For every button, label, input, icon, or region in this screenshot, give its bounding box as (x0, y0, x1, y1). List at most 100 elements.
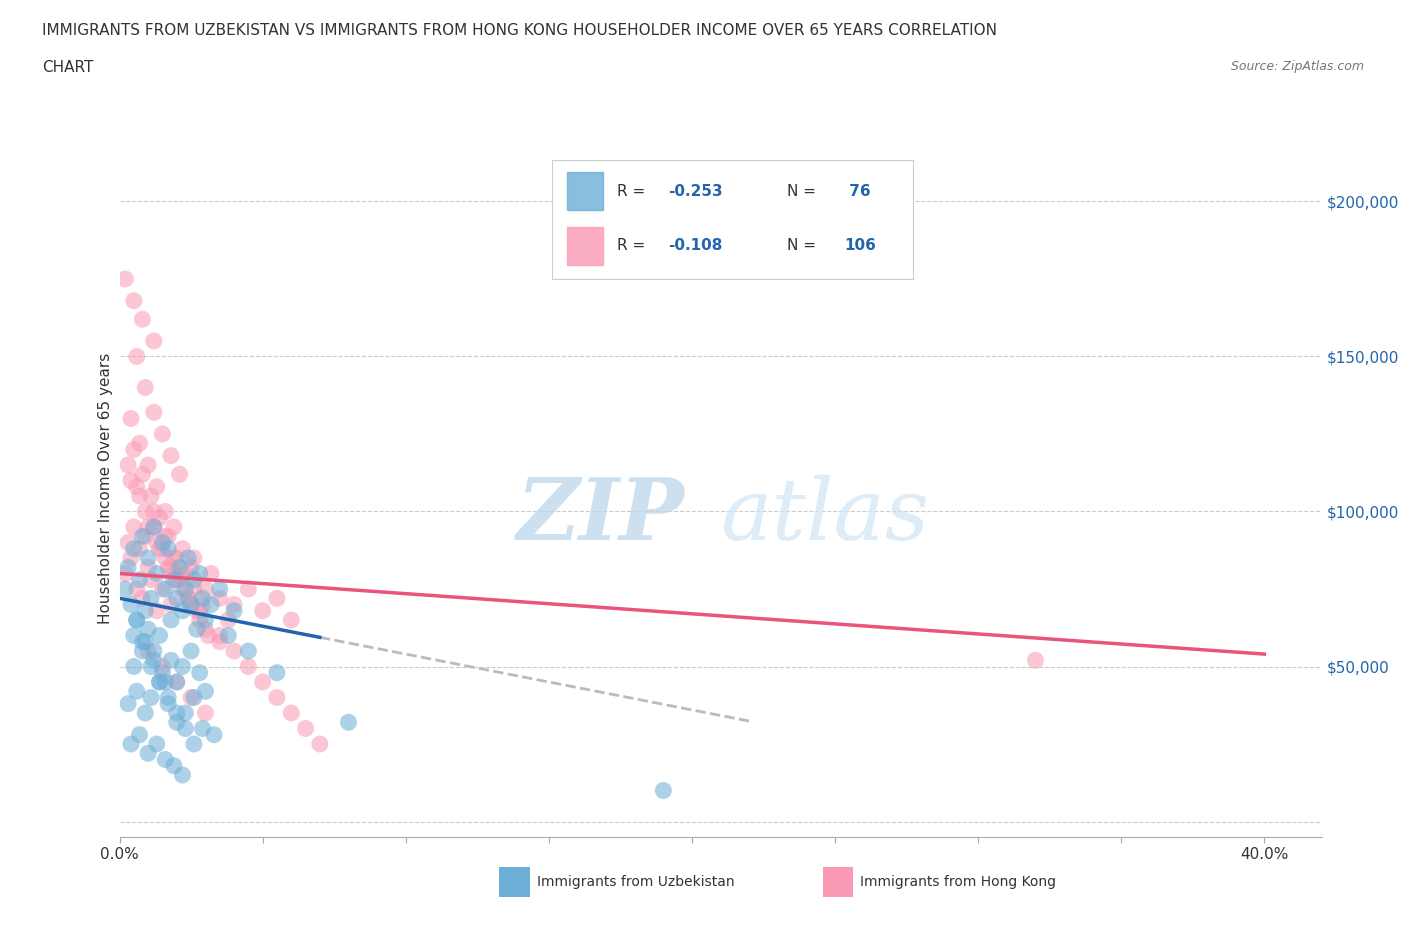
Point (208, 628, 231, 643)
Point (122, 293, 145, 308)
Point (294, 721, 316, 736)
Point (163, 572, 186, 587)
Point (172, 566, 194, 581)
Point (157, 529, 180, 544)
Point (120, 473, 142, 488)
Point (180, 597, 202, 612)
Point (174, 706, 197, 721)
Point (160, 448, 183, 463)
Text: ZIP: ZIP (516, 474, 685, 558)
Point (145, 737, 167, 751)
Point (169, 467, 191, 482)
Point (128, 572, 150, 587)
Point (163, 551, 186, 565)
Point (155, 581, 177, 596)
Text: Immigrants from Uzbekistan: Immigrants from Uzbekistan (537, 875, 735, 889)
Point (180, 690, 202, 705)
Point (183, 572, 205, 587)
Point (180, 644, 202, 658)
Point (280, 706, 302, 721)
Point (191, 721, 214, 736)
Point (222, 644, 245, 658)
Point (174, 566, 197, 581)
Point (128, 488, 150, 503)
Point (163, 758, 186, 773)
Point (194, 706, 217, 721)
Point (117, 697, 139, 711)
Point (114, 566, 136, 581)
Point (120, 411, 142, 426)
Point (174, 581, 197, 596)
Point (208, 634, 231, 649)
Point (166, 674, 188, 689)
Point (122, 628, 145, 643)
Point (177, 591, 200, 605)
Point (172, 581, 194, 596)
Point (149, 628, 172, 643)
Point (183, 581, 205, 596)
Point (136, 746, 159, 761)
Point (139, 659, 162, 674)
Point (191, 597, 214, 612)
Point (134, 380, 156, 395)
Point (120, 551, 142, 565)
Point (149, 674, 172, 689)
Point (142, 334, 165, 349)
Point (166, 551, 188, 565)
Point (114, 272, 136, 286)
Point (136, 644, 159, 658)
Point (160, 613, 183, 628)
Point (134, 529, 156, 544)
Point (149, 511, 172, 525)
Point (125, 684, 148, 698)
Point (266, 591, 288, 605)
Point (194, 684, 217, 698)
Text: IMMIGRANTS FROM UZBEKISTAN VS IMMIGRANTS FROM HONG KONG HOUSEHOLDER INCOME OVER : IMMIGRANTS FROM UZBEKISTAN VS IMMIGRANTS… (42, 23, 997, 38)
Point (125, 479, 148, 494)
Point (266, 690, 288, 705)
Point (152, 427, 174, 442)
Point (131, 467, 153, 482)
Point (200, 597, 222, 612)
Point (120, 597, 142, 612)
Point (136, 560, 159, 575)
Text: atlas: atlas (720, 475, 929, 557)
Point (160, 597, 183, 612)
Point (177, 551, 200, 565)
Point (238, 581, 260, 596)
Point (186, 604, 208, 618)
Point (208, 581, 231, 596)
Point (145, 535, 167, 550)
Point (180, 597, 202, 612)
Point (149, 541, 172, 556)
Point (134, 706, 156, 721)
Point (157, 541, 180, 556)
Point (174, 721, 197, 736)
Point (149, 674, 172, 689)
Point (155, 504, 177, 519)
Point (194, 613, 217, 628)
Text: CHART: CHART (42, 60, 94, 75)
Point (163, 566, 186, 581)
Point (155, 674, 177, 689)
Point (139, 690, 162, 705)
Point (139, 572, 162, 587)
Point (194, 581, 217, 596)
Point (122, 520, 145, 535)
Point (172, 604, 194, 618)
Point (222, 604, 245, 618)
Point (131, 634, 153, 649)
Point (134, 604, 156, 618)
Point (266, 665, 288, 680)
Point (155, 529, 177, 544)
Point (172, 541, 194, 556)
Point (160, 653, 183, 668)
Text: Source: ZipAtlas.com: Source: ZipAtlas.com (1230, 60, 1364, 73)
Point (183, 737, 205, 751)
Point (166, 591, 188, 605)
Point (197, 628, 219, 643)
Point (157, 560, 180, 575)
Point (166, 706, 188, 721)
Point (145, 479, 167, 494)
Point (125, 581, 148, 596)
